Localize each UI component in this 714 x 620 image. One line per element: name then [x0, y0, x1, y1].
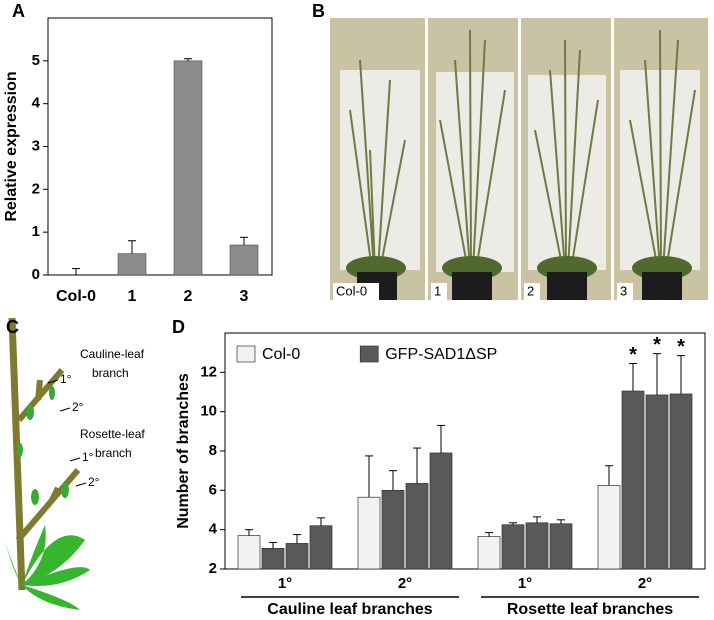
x-tick-label: 1° [278, 575, 292, 592]
photo-label: 2 [527, 283, 534, 298]
branch-diagram [5, 317, 90, 610]
x-tick-label: 3 [240, 288, 249, 305]
pointer [47, 379, 59, 384]
diagram-label: Rosette-leaf [80, 427, 145, 441]
x-tick-label: 1 [128, 288, 137, 305]
y-tick-label: 3 [32, 137, 40, 154]
y-axis-label: Relative expression [3, 71, 20, 221]
pointer [69, 457, 81, 462]
group-label: Cauline leaf branches [267, 601, 432, 618]
panel-label: B [312, 1, 325, 21]
bar [525, 522, 549, 570]
x-tick-label: 2 [184, 288, 193, 305]
x-tick-label: 2° [398, 575, 412, 592]
bar [477, 536, 501, 570]
bar [261, 547, 285, 570]
y-tick-label: 4 [32, 95, 41, 112]
y-tick-label: 6 [209, 481, 217, 498]
bar [285, 543, 309, 570]
bar [549, 523, 573, 570]
x-tick-label: Col-0 [56, 288, 96, 305]
legend-label: GFP-SAD1ΔSP [385, 346, 497, 363]
bar [229, 244, 259, 276]
plot-frame [47, 17, 273, 276]
photos [330, 18, 708, 300]
significance-marker: * [653, 334, 661, 356]
bar [621, 390, 645, 570]
legend-swatch [236, 345, 256, 363]
bar [309, 525, 333, 570]
bar [381, 489, 405, 570]
photo-label-box [617, 283, 633, 300]
y-tick-label: 1 [32, 223, 40, 240]
photo [521, 18, 611, 300]
significance-marker: * [677, 336, 685, 358]
bar [173, 60, 203, 276]
bar [429, 452, 453, 570]
photo-label-box [524, 283, 540, 300]
pointer [59, 407, 71, 412]
bar [501, 524, 525, 570]
y-tick-label: 10 [200, 403, 217, 420]
legend-label: Col-0 [262, 346, 300, 363]
photo [428, 18, 518, 300]
order-label: 2° [88, 475, 100, 489]
x-tick-label: 1° [518, 575, 532, 592]
diagram-label: branch [95, 446, 132, 460]
bar [117, 253, 147, 276]
order-label: 2° [72, 400, 84, 414]
bar [597, 485, 621, 570]
diagram-label: Cauline-leaf [80, 347, 145, 361]
x-tick-label: 2° [638, 575, 652, 592]
panel-label: D [172, 317, 185, 337]
y-axis-label: Number of branches [175, 373, 192, 529]
photo [330, 18, 425, 300]
order-label: 1° [82, 450, 94, 464]
photo-label-box [333, 283, 379, 300]
bar [357, 496, 381, 570]
panel-label: A [12, 1, 25, 21]
y-tick-label: 5 [32, 52, 40, 69]
photo [614, 18, 708, 300]
pointer [75, 482, 87, 487]
photo-label: 1 [434, 283, 441, 298]
bar [237, 535, 261, 570]
y-tick-label: 8 [209, 442, 217, 459]
y-tick-label: 2 [32, 180, 40, 197]
y-tick-label: 0 [32, 266, 40, 283]
legend-swatch [359, 345, 379, 363]
bar [405, 483, 429, 570]
bar [669, 393, 693, 570]
y-tick-label: 12 [200, 363, 217, 380]
photo-label-box [431, 283, 447, 300]
diagram-label: branch [92, 366, 129, 380]
y-tick-label: 4 [209, 521, 218, 538]
order-label: 1° [60, 372, 72, 386]
photo-label: Col-0 [336, 283, 367, 298]
y-tick-label: 2 [209, 560, 217, 577]
significance-marker: * [629, 344, 637, 366]
panel-label: C [6, 317, 19, 337]
bar [645, 394, 669, 570]
photo-label: 3 [620, 283, 627, 298]
group-label: Rosette leaf branches [507, 601, 673, 618]
